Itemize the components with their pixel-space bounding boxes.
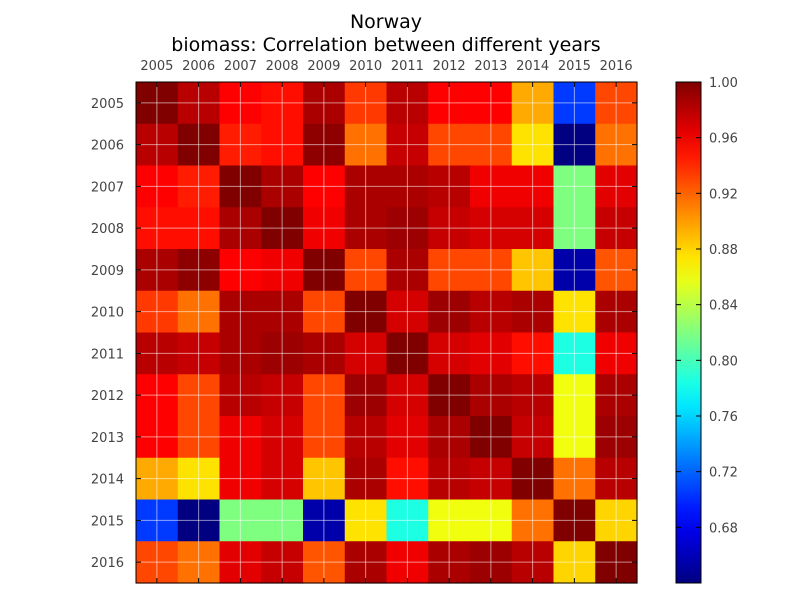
plot-frame [135, 81, 638, 584]
x-tick-label-2016: 2016 [600, 59, 633, 74]
y-tick-label-2007: 2007 [91, 180, 124, 195]
y-tick-label-2008: 2008 [91, 222, 124, 237]
x-tick-label-2011: 2011 [391, 59, 424, 74]
colorbar-tick-label-0.80: 0.80 [709, 354, 738, 369]
heatmap-cells [136, 82, 638, 584]
colorbar-tick-label-0.88: 0.88 [709, 243, 738, 258]
x-tick-label-2013: 2013 [474, 59, 507, 74]
y-tick-label-2014: 2014 [91, 473, 124, 488]
x-tick-label-2008: 2008 [266, 59, 299, 74]
colorbar-tick-label-0.84: 0.84 [709, 299, 738, 314]
x-tick-label-2006: 2006 [182, 59, 215, 74]
x-axis-ticks: 2005 2006 2007 2008 2009 2010 2011 2012 2013 2014… [140, 59, 633, 583]
chart-title: Norway [350, 11, 422, 33]
colorbar-gradient [675, 81, 702, 584]
colorbar-tick-label-0.96: 0.96 [709, 132, 738, 147]
colorbar-tick-label-0.92: 0.92 [709, 187, 738, 202]
y-tick-label-2016: 2016 [91, 556, 124, 571]
heatmap-grid [136, 82, 637, 583]
y-tick-label-2009: 2009 [91, 264, 124, 279]
x-tick-label-2007: 2007 [224, 59, 257, 74]
x-tick-label-2015: 2015 [558, 59, 591, 74]
x-tick-label-2005: 2005 [140, 59, 173, 74]
colorbar: 0.68 0.72 0.76 0.80 0.84 0.88 0.92 0.96 1.00 [675, 76, 738, 584]
x-tick-label-2014: 2014 [516, 59, 549, 74]
x-tick-label-2010: 2010 [349, 59, 382, 74]
y-tick-label-2011: 2011 [91, 347, 124, 362]
colorbar-tick-label-0.68: 0.68 [709, 521, 738, 536]
x-tick-label-2009: 2009 [307, 59, 340, 74]
y-axis-ticks: 2005 2006 2007 2008 2009 2010 2011 2012 2013 2014… [91, 97, 637, 571]
y-tick-label-2010: 2010 [91, 306, 124, 321]
y-tick-label-2005: 2005 [91, 97, 124, 112]
colorbar-tick-label-0.72: 0.72 [709, 466, 738, 481]
y-tick-label-2013: 2013 [91, 431, 124, 446]
colorbar-tick-label-0.76: 0.76 [709, 410, 738, 425]
y-tick-label-2015: 2015 [91, 514, 124, 529]
colorbar-tick-label-1.00: 1.00 [709, 76, 738, 91]
y-tick-label-2012: 2012 [91, 389, 124, 404]
y-tick-label-2006: 2006 [91, 139, 124, 154]
x-tick-label-2012: 2012 [433, 59, 466, 74]
chart-subtitle: biomass: Correlation between different y… [171, 34, 600, 56]
